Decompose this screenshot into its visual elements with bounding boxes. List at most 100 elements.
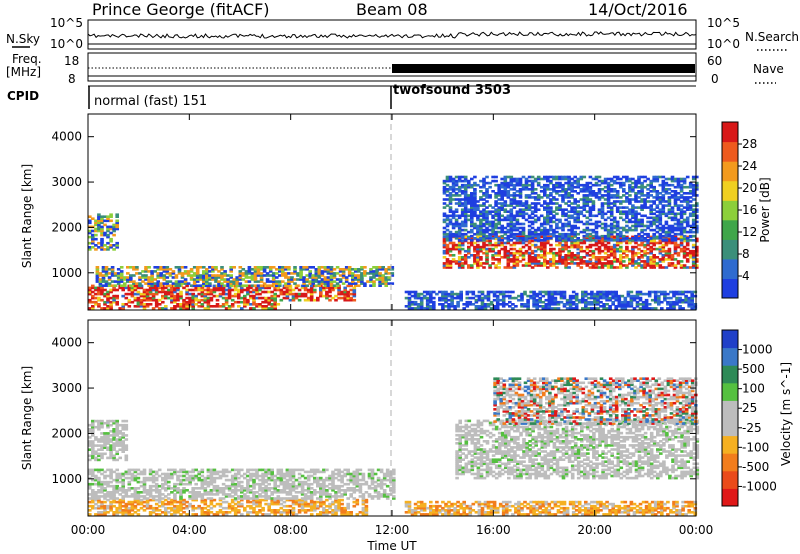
heatmap-cell [573,208,577,211]
heatmap-cell [148,296,153,300]
heatmap-cell [363,274,367,277]
heatmap-cell [530,237,535,240]
heatmap-cell [285,511,290,514]
heatmap-cell [112,484,116,488]
heatmap-cell [652,237,656,240]
heatmap-cell [555,177,559,181]
heatmap-cell [503,245,508,249]
colorbar-block [722,219,738,240]
heatmap-cell [609,228,614,232]
heatmap-cell [463,222,468,226]
heatmap-cell [215,513,220,516]
heatmap-cell [94,219,98,223]
heatmap-cell [227,506,232,510]
heatmap-cell [97,217,101,220]
heatmap-cell [325,290,329,294]
heatmap-cell [200,303,205,306]
heatmap-cell [191,300,195,304]
heatmap-cell [626,290,631,294]
heatmap-cell [463,262,468,265]
heatmap-cell [691,183,696,187]
heatmap-cell [351,278,355,281]
heatmap-cell [515,200,520,203]
heatmap-cell [506,216,511,220]
heatmap-cell [355,498,360,502]
heatmap-cell [673,192,678,195]
heatmap-cell [215,294,220,298]
heatmap-cell [282,286,287,290]
heatmap-cell [463,188,468,191]
heatmap-cell [227,504,232,508]
heatmap-cell [206,298,211,302]
heatmap-cell [470,177,474,181]
heatmap-cell [600,216,605,220]
heatmap-cell [590,294,594,298]
heatmap-cell [258,292,262,296]
heatmap-cell [594,196,599,199]
heatmap-cell [273,298,277,302]
heatmap-cell [597,179,602,183]
heatmap-cell [625,175,629,179]
heatmap-cell [622,264,626,267]
heatmap-cell [94,227,98,231]
heatmap-cell [317,280,322,283]
heatmap-cell [94,491,98,494]
heatmap-cell [695,266,699,269]
heatmap-cell [620,307,625,310]
heatmap-cell [347,272,352,275]
heatmap-cell [640,208,644,211]
heatmap-cell [591,254,596,257]
heatmap-cell [164,502,168,506]
heatmap-cell [661,224,666,228]
heatmap-cell [177,280,182,283]
heatmap-cell [471,290,476,294]
heatmap-cell [444,305,448,308]
heatmap-cell [480,290,485,294]
heatmap-cell [460,239,465,243]
heatmap-cell [596,303,600,306]
heatmap-cell [97,470,101,474]
heatmap-cell [544,298,549,302]
heatmap-cell [132,274,136,277]
heatmap-cell [360,274,364,277]
heatmap-cell [543,190,547,193]
heatmap-cell [634,254,638,257]
heatmap-cell [622,237,626,240]
heatmap-cell [664,204,669,207]
heatmap-cell [567,175,571,179]
heatmap-cell [603,179,608,183]
heatmap-cell [291,298,296,302]
heatmap-cell [661,254,666,257]
heatmap-cell [625,224,629,228]
heatmap-cell [664,222,669,226]
heatmap-cell [492,294,497,298]
heatmap-cell [467,256,471,259]
heatmap-cell [573,210,577,213]
heatmap-cell [658,210,663,213]
heatmap-cell [480,307,485,310]
heatmap-cell [576,181,580,185]
heatmap-cell [585,210,590,213]
heatmap-cell [191,509,195,512]
heatmap-cell [217,284,221,287]
heatmap-cell [177,284,182,287]
heatmap-cell [173,296,177,300]
heatmap-cell [100,502,104,506]
heatmap-cell [419,305,424,308]
heatmap-cell [390,268,395,271]
heatmap-cell [638,307,643,310]
heatmap-cell [182,307,186,310]
heatmap-cell [227,290,232,294]
heatmap-cell [94,303,98,306]
heatmap-cell [203,500,208,504]
heatmap-cell [640,206,644,209]
heatmap-cell [661,188,666,191]
heatmap-cell [509,266,514,269]
heatmap-cell [511,307,515,310]
heatmap-cell [293,272,297,275]
heatmap-cell [547,296,552,300]
heatmap-cell [112,478,116,482]
heatmap-cell [491,228,495,232]
heatmap-cell [521,183,526,187]
heatmap-cell [151,294,156,298]
